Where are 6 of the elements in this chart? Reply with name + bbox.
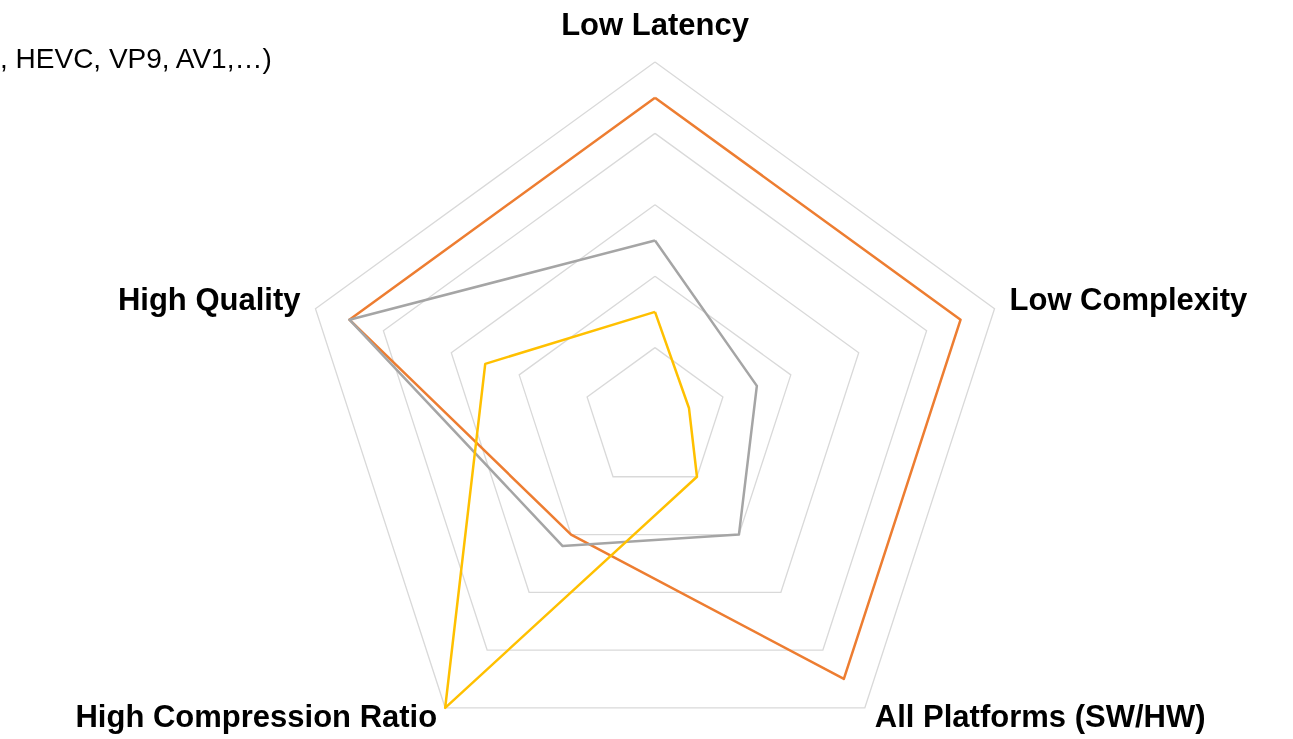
spoke-label: Low Complexity bbox=[1009, 281, 1248, 317]
spoke-label: Low Latency bbox=[561, 7, 750, 42]
spoke-label: High Quality bbox=[117, 281, 302, 317]
spoke-label: All Platforms (SW/HW) bbox=[874, 698, 1206, 734]
text: , HEVC, VP9, AV1,…) bbox=[0, 43, 272, 74]
spoke-label: High Compression Ratio bbox=[75, 698, 438, 734]
